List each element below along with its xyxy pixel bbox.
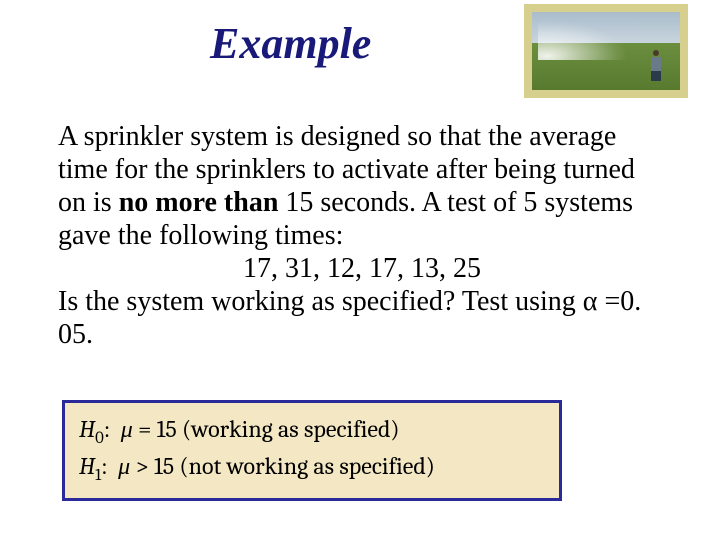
h0-subscript: 0	[95, 429, 104, 448]
slide-title: Example	[210, 18, 371, 69]
problem-data-values: 17, 31, 12, 17, 13, 25	[58, 252, 666, 285]
h1-label: H	[79, 452, 95, 480]
alt-hypothesis: H1: μ > 15 (not working as specified)	[79, 450, 545, 487]
photo-person	[650, 50, 662, 80]
photo-inner	[532, 12, 680, 90]
h0-label: H	[79, 415, 95, 443]
null-hypothesis: H0: μ = 15 (working as specified)	[79, 413, 545, 450]
h0-expr: = 15	[138, 415, 177, 443]
h0-desc: (working as specified)	[182, 415, 400, 443]
h1-mu: μ	[118, 454, 130, 480]
h1-desc: (not working as specified)	[179, 452, 435, 480]
h1-subscript: 1	[95, 466, 101, 485]
problem-paragraph-1: A sprinkler system is designed so that t…	[58, 120, 666, 252]
sprinkler-photo	[524, 4, 688, 98]
photo-water-spray	[538, 20, 628, 60]
h1-expr: > 15	[135, 452, 174, 480]
h0-mu: μ	[121, 417, 133, 443]
problem-paragraph-2: Is the system working as specified? Test…	[58, 285, 666, 351]
problem-text: A sprinkler system is designed so that t…	[58, 120, 666, 351]
hypotheses-box: H0: μ = 15 (working as specified) H1: μ …	[62, 400, 562, 501]
